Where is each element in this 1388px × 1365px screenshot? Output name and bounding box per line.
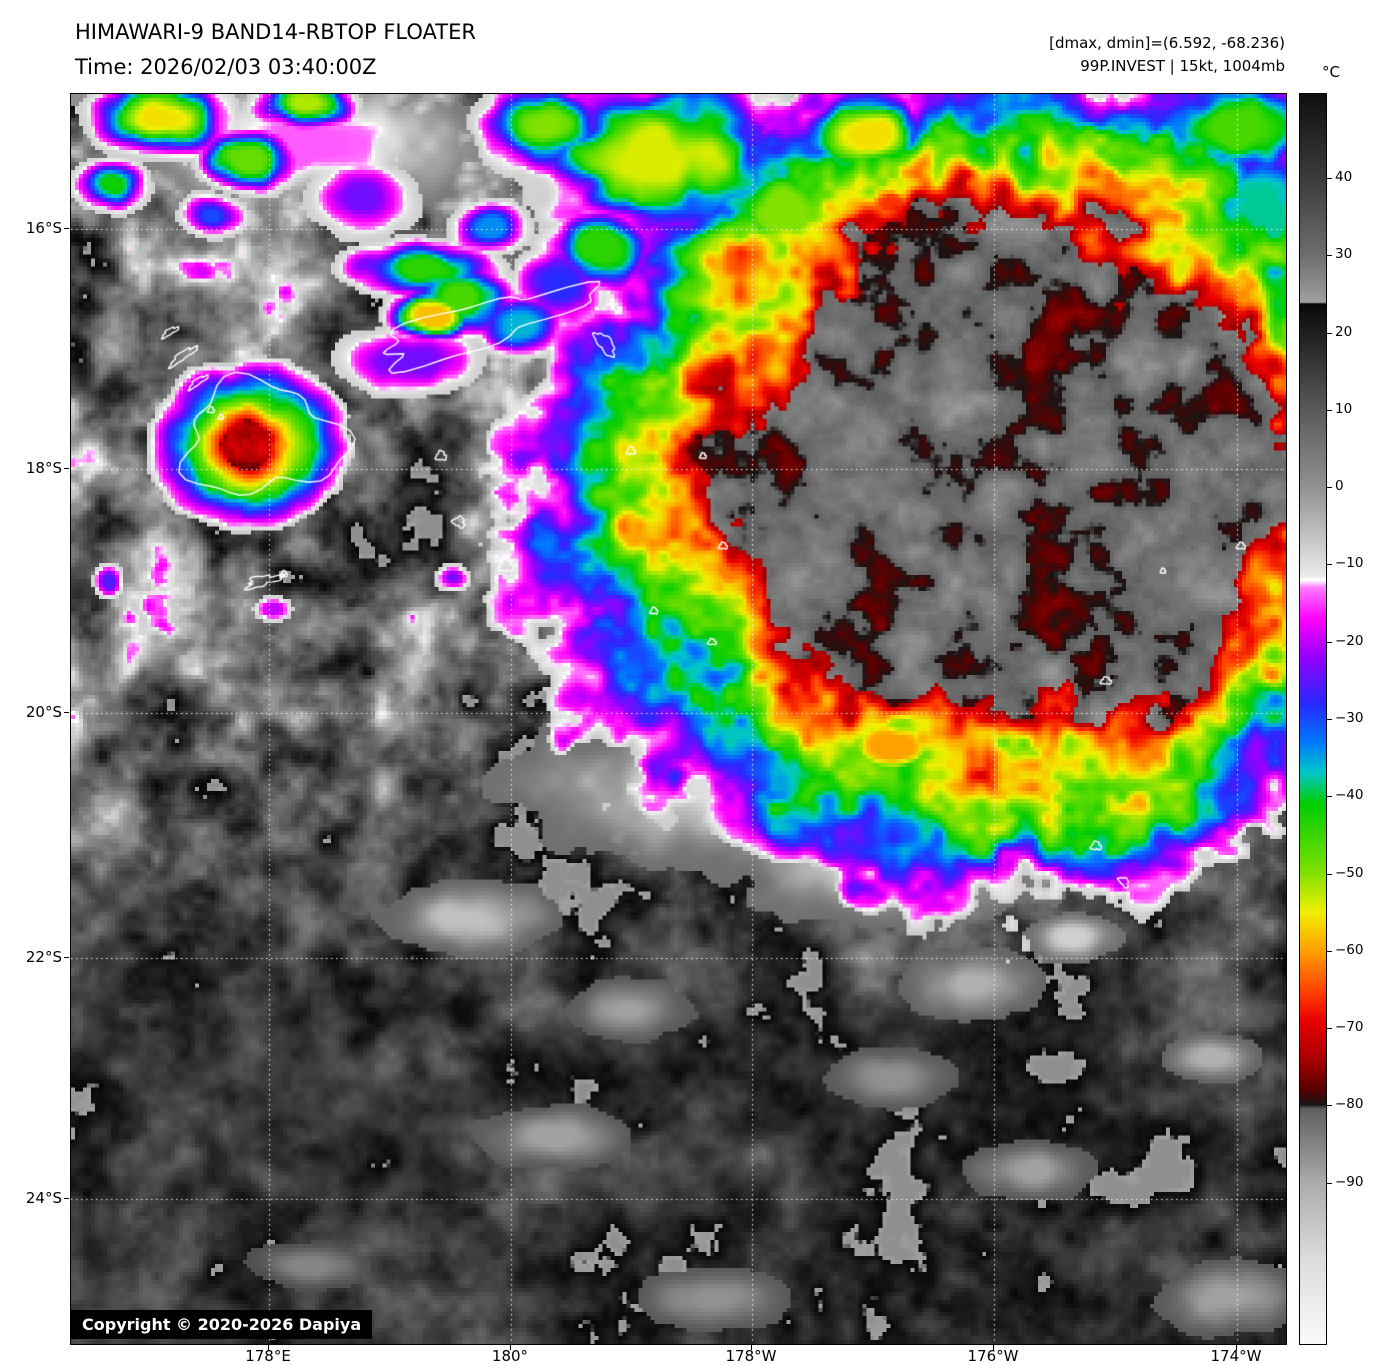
colorbar-tick-label: −70 [1335, 1019, 1364, 1036]
axis-tick [64, 957, 69, 958]
colorbar-tick-label: 0 [1335, 478, 1344, 495]
colorbar-tick-mark [1327, 796, 1332, 798]
lat-label: 18°S [25, 459, 62, 477]
colorbar-tick-label: 10 [1335, 400, 1353, 417]
colorbar-gradient [1300, 94, 1326, 1344]
copyright-badge: Copyright © 2020-2026 Dapiya [71, 1310, 373, 1339]
colorbar-tick-label: −50 [1335, 864, 1364, 881]
colorbar-tick-mark [1327, 719, 1332, 720]
colorbar-tick-label: −60 [1335, 941, 1364, 958]
colorbar-tick-label: −30 [1335, 710, 1364, 726]
storm-info: 99P.INVEST | 15kt, 1004mb [1080, 57, 1285, 75]
product-title: HIMAWARI-9 BAND14-RBTOP FLOATER [75, 20, 476, 44]
colorbar-tick-mark [1327, 487, 1332, 489]
colorbar-tick-mark [1327, 1182, 1332, 1184]
colorbar-tick-mark [1327, 1105, 1332, 1107]
colorbar-tick-label: −40 [1335, 787, 1364, 804]
axis-tick [751, 1345, 752, 1350]
lat-label: 16°S [25, 219, 62, 237]
colorbar-tick-mark [1327, 564, 1332, 566]
lat-label: 24°S [25, 1189, 62, 1207]
axis-tick [268, 1345, 269, 1350]
colorbar-tick-label: −90 [1335, 1173, 1364, 1190]
colorbar-unit-label: °C [1322, 63, 1340, 81]
colorbar-tick-mark [1327, 641, 1332, 643]
axis-tick [64, 1198, 69, 1199]
axis-tick [64, 468, 69, 469]
colorbar-tick-label: −20 [1335, 632, 1364, 649]
colorbar-tick-mark [1327, 950, 1332, 952]
colorbar-tick-label: 30 [1335, 246, 1353, 263]
colorbar [1299, 93, 1327, 1345]
dmax-dmin-readout: [dmax, dmin]=(6.592, -68.236) [1049, 34, 1285, 52]
colorbar-tick-mark [1327, 873, 1332, 875]
lat-label: 22°S [25, 948, 62, 966]
colorbar-tick-label: −10 [1335, 555, 1364, 572]
axis-tick [993, 1345, 994, 1350]
colorbar-tick-mark [1327, 255, 1332, 257]
colorbar-tick-mark [1327, 409, 1332, 411]
timestamp: Time: 2026/02/03 03:40:00Z [75, 55, 377, 79]
colorbar-tick-label: 40 [1335, 169, 1353, 185]
colorbar-tick-label: 20 [1335, 323, 1353, 340]
lat-label: 20°S [25, 703, 62, 721]
axis-tick [1236, 1345, 1237, 1350]
colorbar-tick-mark [1327, 1028, 1332, 1030]
colorbar-tick-label: −80 [1335, 1096, 1364, 1113]
axis-tick [64, 228, 69, 229]
axis-tick [64, 712, 69, 713]
colorbar-tick-mark [1327, 178, 1332, 179]
map-grid-overlay-canvas [71, 94, 1286, 1344]
colorbar-tick-mark [1327, 332, 1332, 334]
axis-tick [510, 1345, 511, 1350]
satellite-map: Copyright © 2020-2026 Dapiya [70, 93, 1287, 1345]
